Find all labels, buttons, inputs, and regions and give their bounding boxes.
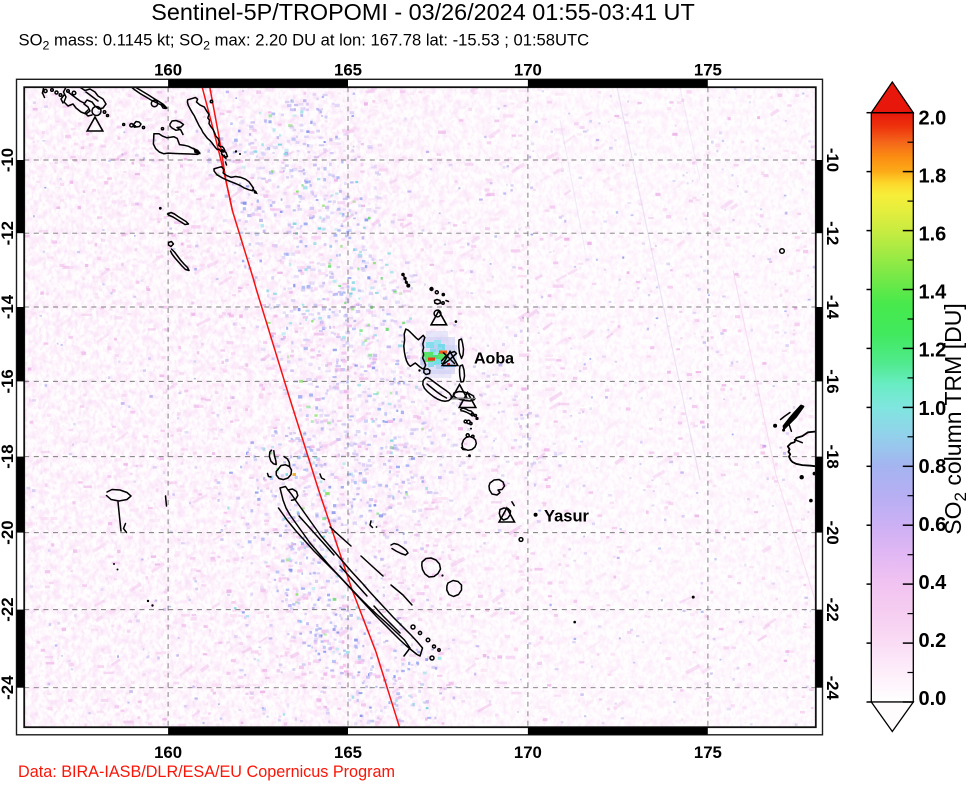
svg-text:0.4: 0.4 — [919, 572, 948, 594]
svg-text:-22: -22 — [823, 597, 842, 621]
svg-text:-16: -16 — [823, 369, 842, 393]
svg-text:-20: -20 — [823, 520, 842, 544]
svg-text:160: 160 — [154, 61, 182, 80]
svg-text:-14: -14 — [823, 295, 842, 320]
svg-text:0.2: 0.2 — [919, 630, 947, 652]
svg-text:175: 175 — [694, 743, 722, 762]
svg-text:-18: -18 — [0, 444, 17, 468]
svg-text:SO2 mass: 0.1145 kt; SO2 max:: SO2 mass: 0.1145 kt; SO2 max: 2.20 DU at… — [19, 31, 590, 53]
svg-text:-24: -24 — [0, 675, 17, 700]
svg-text:-20: -20 — [0, 520, 17, 544]
svg-text:1.8: 1.8 — [919, 166, 947, 188]
svg-text:0.8: 0.8 — [919, 456, 947, 478]
svg-text:Yasur: Yasur — [544, 508, 590, 526]
svg-text:165: 165 — [334, 743, 362, 762]
svg-text:165: 165 — [334, 61, 362, 80]
svg-text:-12: -12 — [0, 221, 17, 245]
svg-text:170: 170 — [514, 61, 542, 80]
svg-text:2.0: 2.0 — [919, 108, 947, 130]
svg-text:175: 175 — [694, 61, 722, 80]
svg-text:1.0: 1.0 — [919, 398, 947, 420]
svg-text:160: 160 — [154, 743, 182, 762]
svg-text:1.6: 1.6 — [919, 224, 947, 246]
svg-text:0.0: 0.0 — [919, 688, 947, 710]
svg-text:Sentinel-5P/TROPOMI - 03/26/20: Sentinel-5P/TROPOMI - 03/26/2024 01:55-0… — [151, 0, 694, 25]
svg-text:0.6: 0.6 — [919, 514, 947, 536]
svg-text:-22: -22 — [0, 597, 17, 621]
svg-text:Data: BIRA-IASB/DLR/ESA/EU Cop: Data: BIRA-IASB/DLR/ESA/EU Copernicus Pr… — [18, 763, 395, 781]
svg-text:-12: -12 — [823, 221, 842, 245]
svg-text:-10: -10 — [0, 148, 17, 172]
svg-text:1.2: 1.2 — [919, 340, 947, 362]
svg-text:-14: -14 — [0, 294, 17, 319]
svg-text:170: 170 — [514, 743, 542, 762]
svg-text:-18: -18 — [823, 444, 842, 468]
svg-text:-10: -10 — [823, 148, 842, 172]
svg-text:-16: -16 — [0, 369, 17, 393]
svg-text:-24: -24 — [823, 676, 842, 701]
svg-text:1.4: 1.4 — [919, 282, 948, 304]
svg-text:Aoba: Aoba — [474, 351, 514, 368]
